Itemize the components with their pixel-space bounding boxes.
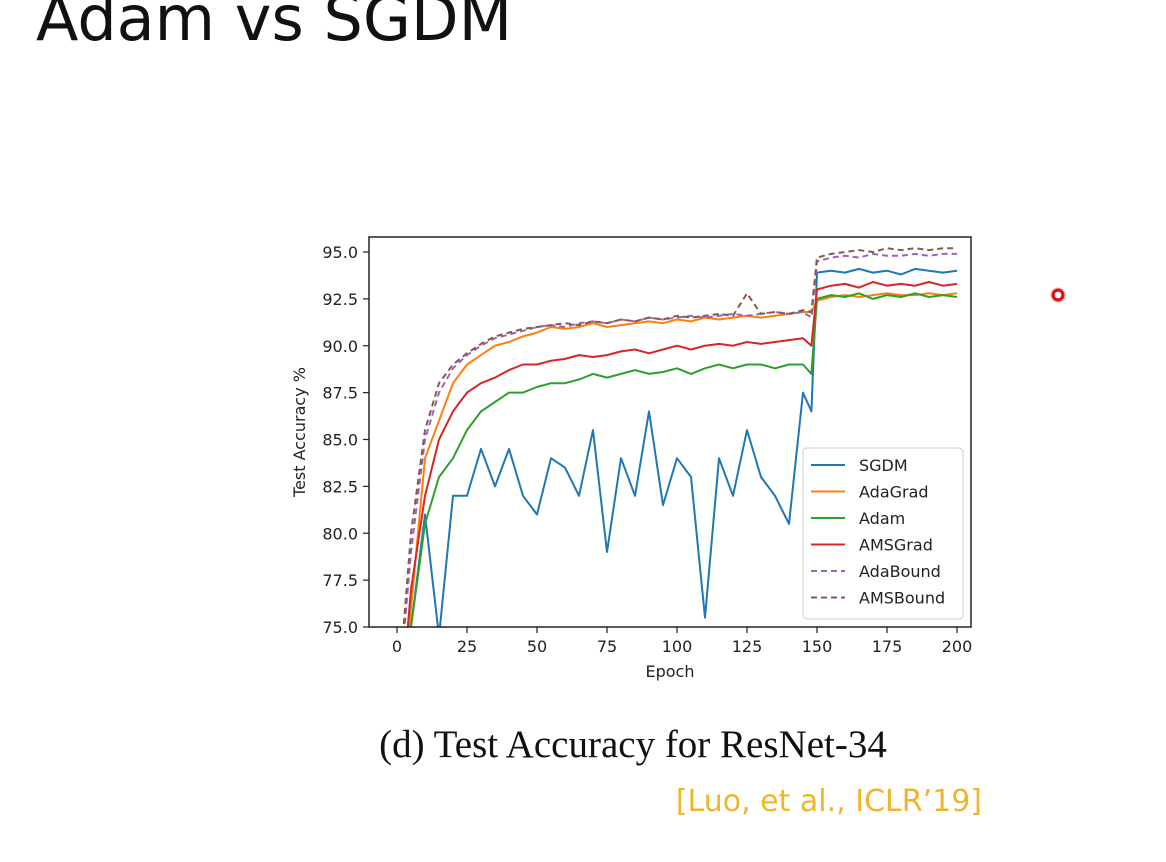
series-line-amsbound <box>402 247 957 627</box>
x-axis-label: Epoch <box>646 662 695 681</box>
y-tick-label: 95.0 <box>322 243 358 262</box>
y-tick-label: 75.0 <box>322 618 358 637</box>
test-accuracy-chart: 0 25 50 75 100 125 150 175 200 75.0 77.5 80.0 82.5 85… <box>290 236 973 681</box>
x-tick-label: 75 <box>597 637 617 656</box>
figure-caption: (d) Test Accuracy for ResNet-34 <box>379 723 887 766</box>
x-tick-label: 200 <box>942 637 973 656</box>
x-tick-label: 0 <box>392 637 402 656</box>
legend-label-amsgrad: AMSGrad <box>859 536 933 555</box>
legend-label-adam: Adam <box>859 509 905 528</box>
legend-label-amsbound: AMSBound <box>859 589 945 608</box>
series-line-adagrad <box>408 292 958 627</box>
y-tick-label: 85.0 <box>322 431 358 450</box>
slide-title: Adam vs SGDM <box>36 0 513 55</box>
y-tick-label: 87.5 <box>322 384 358 403</box>
y-tick-label: 80.0 <box>322 524 358 543</box>
series-line-amsgrad <box>406 281 958 627</box>
series-group <box>402 247 958 627</box>
legend-label-sgdm: SGDM <box>859 456 908 475</box>
y-axis-label: Test Accuracy % <box>290 367 309 498</box>
x-tick-label: 25 <box>457 637 477 656</box>
x-tick-label: 50 <box>527 637 547 656</box>
series-line-sgdm <box>409 267 958 627</box>
series-line-adam <box>409 292 958 627</box>
x-tick-label: 175 <box>872 637 903 656</box>
legend-label-adagrad: AdaGrad <box>859 483 929 502</box>
y-tick-label: 90.0 <box>322 337 358 356</box>
y-tick-label: 77.5 <box>322 571 358 590</box>
y-tick-label: 92.5 <box>322 290 358 309</box>
plot-frame <box>368 236 972 628</box>
x-tick-label: 125 <box>732 637 763 656</box>
legend-label-adabound: AdaBound <box>859 562 941 581</box>
x-tick-label: 150 <box>802 637 833 656</box>
citation: [Luo, et al., ICLR’19] <box>675 784 982 819</box>
y-tick-label: 82.5 <box>322 477 358 496</box>
x-tick-label: 100 <box>662 637 693 656</box>
laser-pointer-icon <box>1050 287 1066 303</box>
series-line-adabound <box>403 252 957 627</box>
